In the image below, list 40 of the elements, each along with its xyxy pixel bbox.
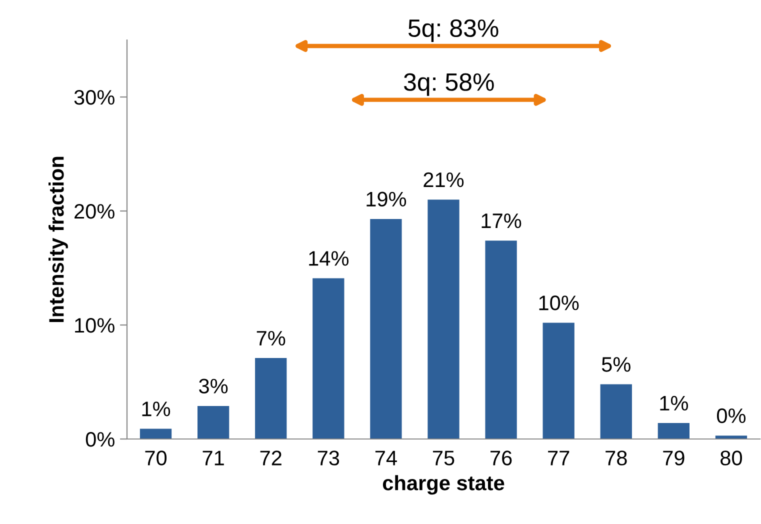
bar xyxy=(428,200,460,439)
x-tick-label: 80 xyxy=(720,450,742,466)
data-label: 1% xyxy=(660,396,688,411)
data-label: 7% xyxy=(256,330,286,346)
data-label: 14% xyxy=(309,251,349,266)
x-tick-label: 71 xyxy=(202,450,224,466)
y-tick-label: 0% xyxy=(86,432,114,447)
data-label: 10% xyxy=(539,296,579,310)
y-tick-label: 20% xyxy=(74,204,114,219)
y-axis-title: Intensity fraction xyxy=(48,156,68,322)
bar xyxy=(312,278,344,439)
x-tick-label: 72 xyxy=(260,450,282,466)
bar xyxy=(370,218,402,439)
annotation: 5q: 83% xyxy=(408,19,498,42)
x-tick-label: 76 xyxy=(490,450,512,466)
bar xyxy=(600,384,632,439)
bar xyxy=(542,322,574,439)
data-label: 19% xyxy=(366,192,406,207)
data-label: 3% xyxy=(199,378,228,394)
x-tick-label: 74 xyxy=(375,450,397,466)
data-label: 5% xyxy=(602,357,630,372)
x-tick-label: 70 xyxy=(145,450,167,466)
bar xyxy=(140,428,172,439)
x-axis-title: charge state xyxy=(382,475,504,495)
data-label: 0% xyxy=(716,408,746,424)
x-tick-label: 73 xyxy=(318,450,340,466)
data-label: 21% xyxy=(424,172,464,188)
x-tick-label: 75 xyxy=(432,450,454,466)
y-tick-label: 30% xyxy=(74,90,114,105)
y-tick-label: 10% xyxy=(75,318,114,333)
data-label: 1% xyxy=(142,402,170,416)
data-label: 17% xyxy=(482,214,522,228)
bar xyxy=(658,423,690,439)
x-tick-label: 77 xyxy=(548,450,570,466)
bar xyxy=(255,358,287,439)
annotation: 3q: 58% xyxy=(404,73,494,96)
bar xyxy=(197,406,230,439)
x-tick-label: 79 xyxy=(663,450,684,466)
x-tick-label: 78 xyxy=(606,450,627,466)
bar xyxy=(485,240,517,439)
